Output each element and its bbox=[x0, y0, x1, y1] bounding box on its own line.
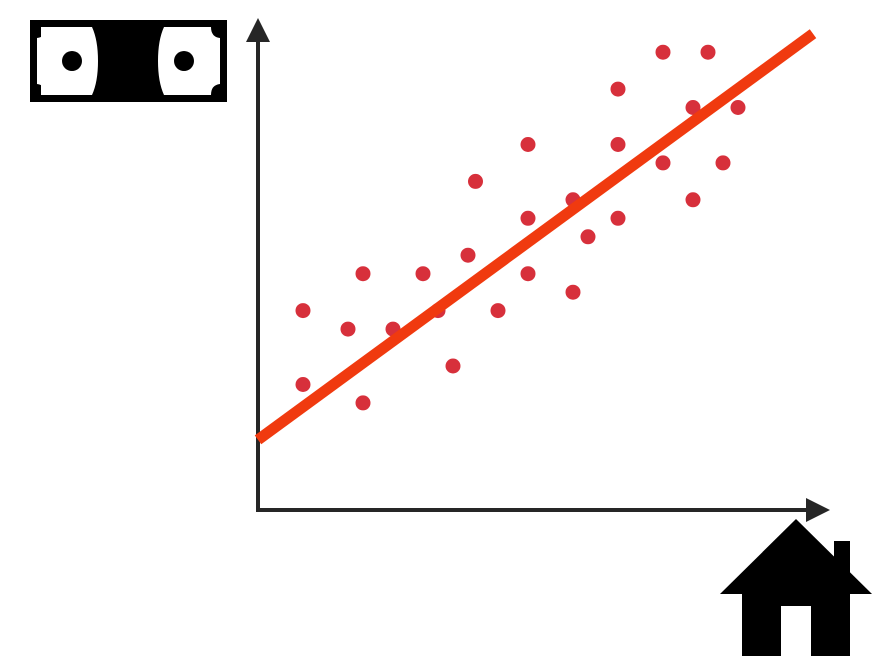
data-point-26 bbox=[700, 44, 716, 60]
data-point-24 bbox=[685, 100, 701, 115]
data-point-12 bbox=[490, 303, 506, 319]
data-point-22 bbox=[655, 44, 671, 60]
data-point-18 bbox=[580, 229, 596, 245]
data-point-14 bbox=[520, 210, 536, 226]
data-point-25 bbox=[685, 192, 701, 208]
trend-line bbox=[254, 29, 817, 445]
data-point-11 bbox=[468, 173, 483, 189]
data-point-27 bbox=[715, 155, 731, 171]
data-point-15 bbox=[520, 266, 536, 282]
data-point-3 bbox=[340, 321, 356, 337]
data-point-21 bbox=[610, 210, 626, 226]
data-point-1 bbox=[295, 303, 311, 319]
data-point-28 bbox=[730, 100, 746, 115]
data-points bbox=[295, 44, 746, 411]
data-point-23 bbox=[655, 155, 671, 171]
data-point-5 bbox=[355, 395, 371, 411]
trend-line-layer bbox=[254, 29, 817, 445]
data-point-2 bbox=[295, 377, 311, 392]
house-icon bbox=[720, 519, 872, 656]
data-point-19 bbox=[610, 81, 626, 97]
data-point-9 bbox=[445, 358, 461, 374]
data-point-7 bbox=[415, 266, 431, 282]
money-bill-icon bbox=[30, 20, 227, 102]
data-point-20 bbox=[610, 137, 626, 152]
data-point-13 bbox=[520, 137, 536, 152]
data-point-10 bbox=[460, 247, 476, 263]
data-point-4 bbox=[355, 266, 371, 282]
data-point-17 bbox=[565, 284, 581, 300]
